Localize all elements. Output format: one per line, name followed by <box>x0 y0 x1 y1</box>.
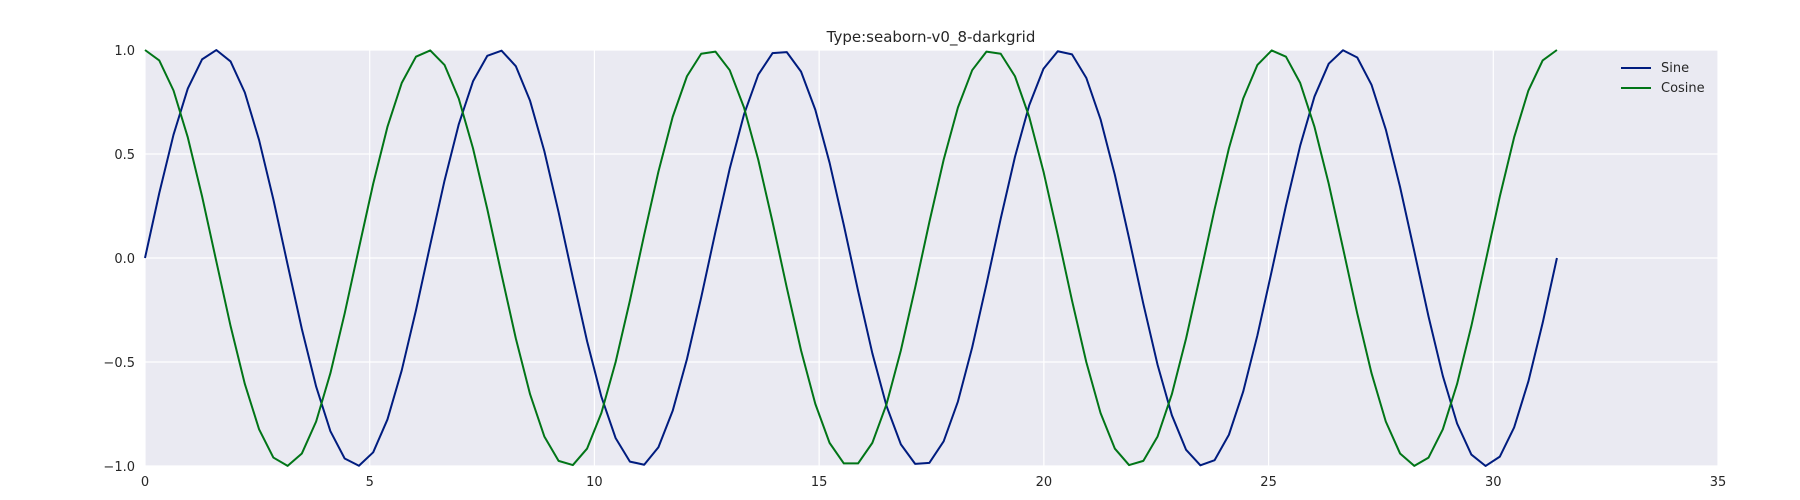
x-tick-label: 0 <box>141 475 149 490</box>
x-tick-label: 5 <box>366 475 374 490</box>
series-layer <box>144 49 1558 467</box>
x-tick-label: 15 <box>811 475 828 490</box>
y-axis: −1.0 −0.5 0.0 0.5 1.0 <box>103 44 135 475</box>
series-line-cosine <box>144 49 1558 467</box>
grid-lines <box>144 49 1719 467</box>
legend-label-cosine: Cosine <box>1661 81 1705 96</box>
y-tick-label: −1.0 <box>103 460 135 475</box>
y-tick-label: 0.0 <box>114 252 135 267</box>
legend: Sine Cosine <box>1621 61 1705 96</box>
y-tick-label: −0.5 <box>103 356 135 371</box>
x-tick-label: 30 <box>1485 475 1502 490</box>
x-tick-label: 20 <box>1036 475 1053 490</box>
x-tick-label: 10 <box>586 475 603 490</box>
y-tick-label: 1.0 <box>114 44 135 59</box>
x-tick-label: 35 <box>1710 475 1727 490</box>
x-axis: 0 5 10 15 20 25 30 35 <box>141 475 1726 490</box>
series-line-sine <box>144 49 1558 467</box>
legend-label-sine: Sine <box>1661 61 1689 76</box>
x-tick-label: 25 <box>1260 475 1277 490</box>
y-tick-label: 0.5 <box>114 148 135 163</box>
chart-title: Type:seaborn-v0_8-darkgrid <box>826 28 1036 47</box>
